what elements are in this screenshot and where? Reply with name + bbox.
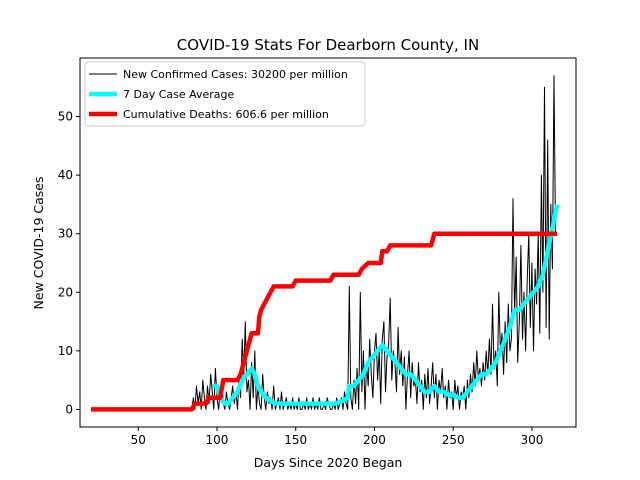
y-tick-label: 30: [58, 227, 73, 241]
x-tick-label: 150: [284, 433, 307, 447]
x-tick-label: 300: [520, 433, 543, 447]
x-axis: 50 100 150 200 250 300: [131, 427, 543, 447]
x-tick-label: 200: [363, 433, 386, 447]
legend: New Confirmed Cases: 30200 per million 7 …: [84, 61, 366, 127]
y-tick-label: 10: [58, 344, 73, 358]
legend-label-3: Cumulative Deaths: 606.6 per million: [123, 108, 329, 121]
plot-frame: [79, 57, 577, 428]
y-axis: 0 10 20 30 40 50: [58, 110, 80, 416]
x-tick-label: 100: [206, 433, 229, 447]
y-axis-label: New COVID-19 Cases: [31, 177, 46, 310]
legend-label-2: 7 Day Case Average: [123, 88, 235, 101]
y-tick-label: 40: [58, 168, 73, 182]
series-layer: [91, 75, 560, 412]
x-tick-label: 250: [442, 433, 465, 447]
x-axis-label: Days Since 2020 Began: [254, 455, 403, 470]
y-tick-label: 0: [65, 402, 73, 416]
legend-label-1: New Confirmed Cases: 30200 per million: [123, 68, 348, 81]
x-tick-label: 50: [131, 433, 146, 447]
series-line-2: [212, 203, 560, 406]
y-tick-label: 50: [58, 110, 73, 124]
series-line-3: [91, 231, 558, 412]
chart-title: COVID-19 Stats For Dearborn County, IN: [177, 36, 479, 54]
y-tick-label: 20: [58, 285, 73, 299]
legend-box: [84, 61, 366, 127]
plot-area: [91, 75, 560, 412]
